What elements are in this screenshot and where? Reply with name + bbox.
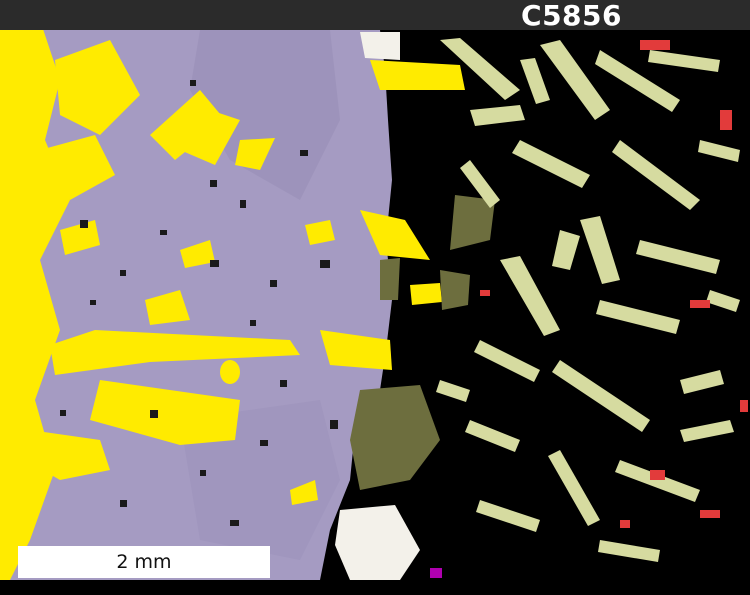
sample-label: C5856	[521, 0, 622, 32]
dark-inclusions	[60, 80, 338, 526]
top-band	[0, 0, 750, 30]
yellow-crystals	[25, 40, 465, 505]
red-phase-specks	[480, 40, 748, 528]
scale-bar-label: 2 mm	[116, 551, 172, 573]
pale-green-needles	[436, 38, 740, 562]
scale-bar: 2 mm	[18, 546, 270, 578]
lavender-shade	[190, 30, 340, 200]
olive-phase-grains	[350, 195, 495, 490]
white-phase	[335, 32, 420, 580]
magenta-speck	[430, 568, 442, 578]
